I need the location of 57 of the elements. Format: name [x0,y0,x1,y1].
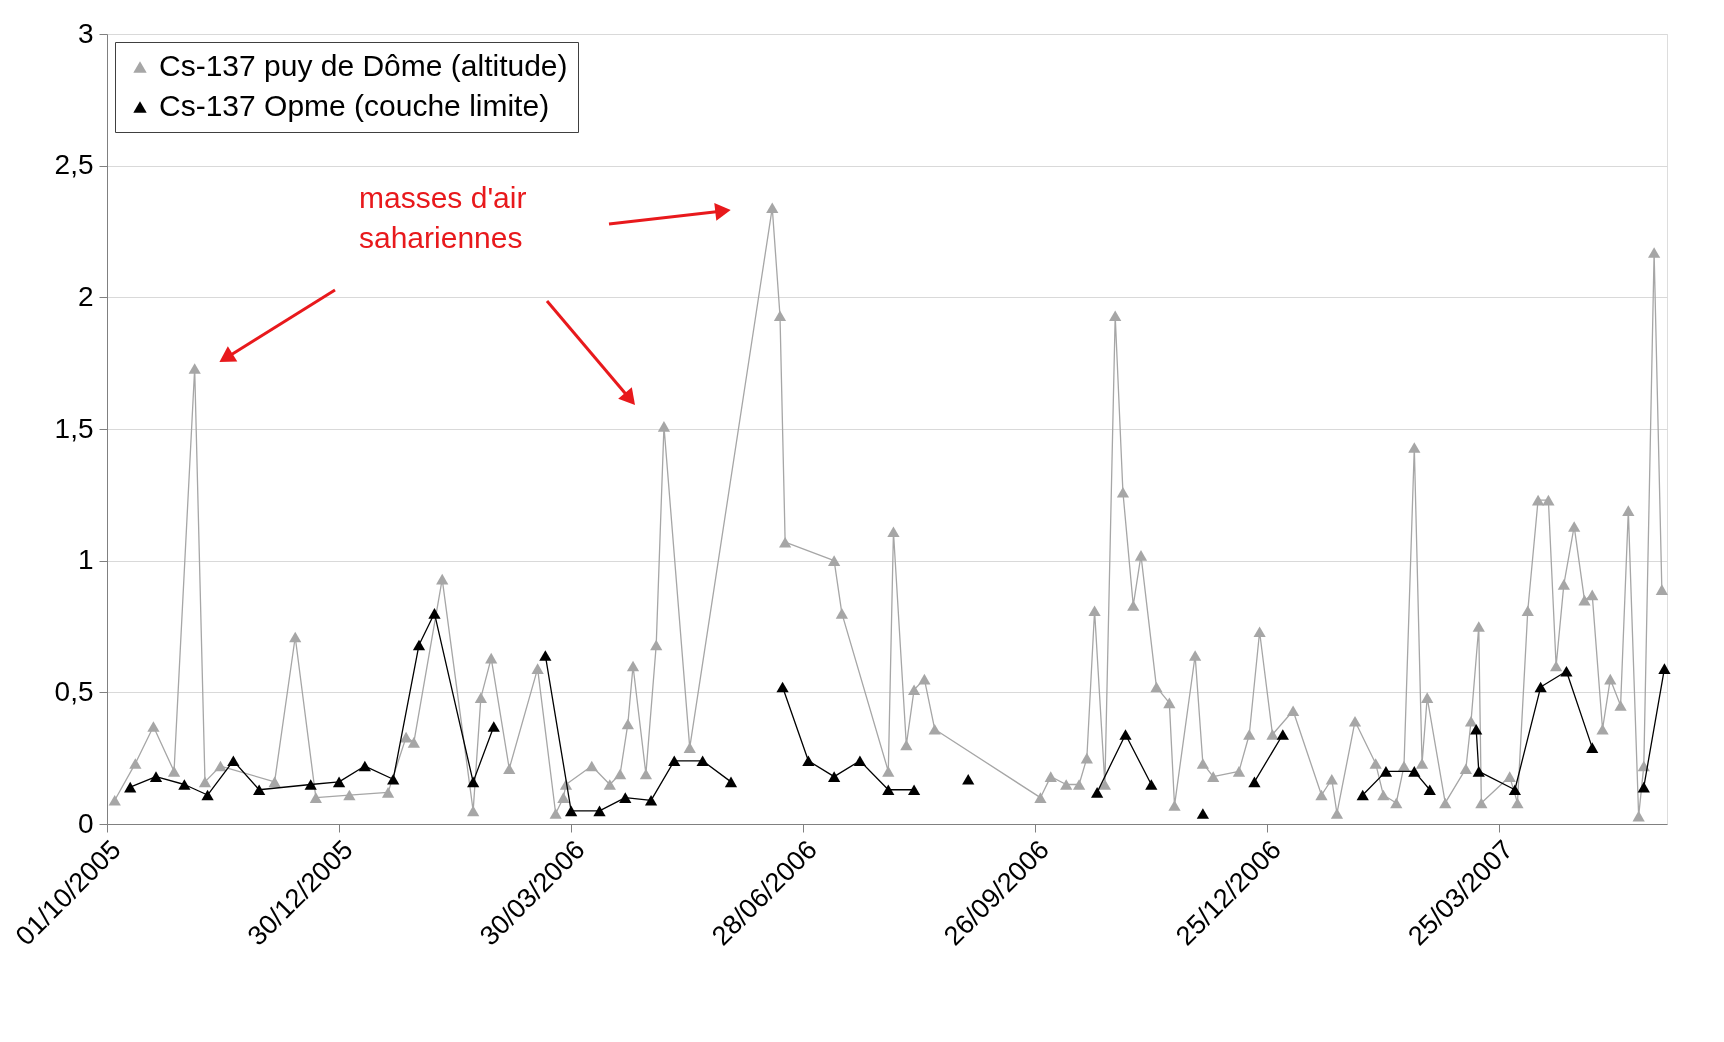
y-tick-label: 2,5 [54,149,94,181]
point [593,805,606,817]
point [1119,729,1132,740]
point [1091,787,1104,798]
point [487,721,500,732]
point [802,755,815,767]
point [828,771,841,782]
point [668,755,681,767]
point [227,755,240,767]
y-tick-label: 1 [77,544,94,576]
point [1356,789,1369,801]
point [467,776,480,788]
point [1248,776,1261,788]
point [1470,723,1483,735]
point [1560,665,1573,677]
y-tick-label: 2 [77,280,94,312]
point [253,784,266,796]
point [696,755,709,767]
y-tick-label: 3 [77,17,94,49]
legend-label: Cs-137 Opme (couche limite) [159,89,550,122]
point [1423,784,1436,796]
point [428,608,441,619]
point [412,639,426,651]
point [332,776,346,788]
legend-label: Cs-137 puy de Dôme (altitude) [159,49,568,82]
point [1658,663,1671,674]
point [539,650,552,661]
point [1508,784,1521,796]
point [178,779,191,790]
point [201,789,214,801]
point [1637,781,1650,793]
point [124,781,137,793]
point [882,784,895,796]
point [619,792,632,803]
y-tick-label: 1,5 [54,412,94,444]
point [962,773,975,785]
point [1276,729,1289,740]
point [1145,779,1158,790]
point [1534,681,1547,693]
point [724,776,738,788]
y-tick-label: 0,5 [54,675,94,707]
point [776,681,789,693]
point [907,784,921,796]
point [1196,808,1209,819]
point [644,795,658,806]
point [565,805,578,817]
annotation: masses d'air sahariennes [359,181,527,254]
point [1586,742,1599,753]
point [149,771,163,782]
y-tick-label: 0 [77,807,94,839]
point [1408,766,1421,777]
point [387,773,400,785]
point [1379,766,1393,777]
point [358,760,371,772]
point [853,755,867,767]
point [304,779,317,790]
point [1472,766,1485,777]
